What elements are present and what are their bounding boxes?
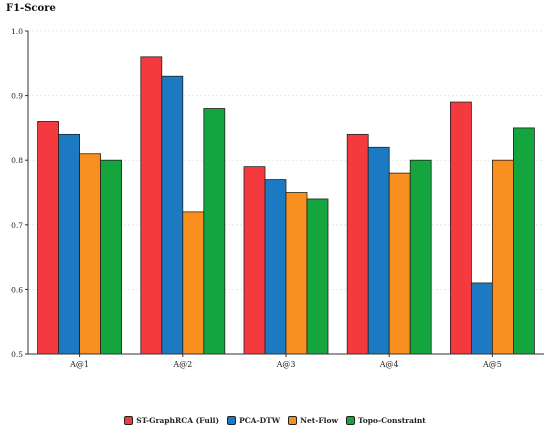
x-tick-label: A@3	[276, 360, 296, 369]
bar	[306, 198, 329, 355]
bar	[100, 159, 122, 355]
legend: ST-GraphRCA (Full) PCA-DTW Net-Flow Topo…	[0, 416, 550, 425]
legend-swatch	[124, 416, 134, 425]
bar	[264, 179, 287, 355]
legend-item[interactable]: Net-Flow	[288, 416, 338, 425]
y-tick-label: 0.9	[11, 92, 23, 101]
bar	[513, 127, 535, 355]
axes	[25, 30, 544, 357]
bar	[203, 108, 226, 355]
bar	[367, 146, 390, 355]
x-tick-label: A@4	[379, 360, 399, 369]
bar	[285, 192, 308, 355]
x-tick-label: A@5	[482, 360, 502, 369]
legend-label: PCA-DTW	[239, 416, 281, 425]
bar	[182, 211, 205, 355]
y-tick-label: 0.7	[11, 221, 23, 230]
bar	[140, 56, 163, 355]
legend-item[interactable]: ST-GraphRCA (Full)	[124, 416, 219, 425]
bar	[470, 282, 493, 355]
x-tick-label: A@1	[69, 360, 89, 369]
y-tick-label: 0.6	[11, 285, 23, 294]
y-tick-label: 0.8	[11, 156, 23, 165]
bar	[58, 133, 80, 355]
y-axis-title: F1-Score	[6, 3, 56, 14]
bars	[37, 56, 535, 355]
y-tick-label: 0.5	[11, 350, 23, 359]
legend-label: Net-Flow	[300, 416, 338, 425]
legend-label: Topo-Constraint	[357, 416, 426, 425]
legend-item[interactable]: PCA-DTW	[227, 416, 280, 425]
legend-swatch	[227, 416, 237, 425]
bar	[449, 101, 472, 355]
tick-labels: 0.5 0.6 0.7 0.8 0.9 1.0 A@1 A@2 A@3 A@4 A@5	[11, 27, 502, 369]
bar	[37, 121, 59, 355]
y-tick-label: 1.0	[11, 27, 23, 36]
bar	[491, 159, 514, 355]
legend-label: ST-GraphRCA (Full)	[136, 416, 220, 425]
bar	[388, 172, 411, 355]
legend-swatch	[345, 416, 355, 425]
bar	[346, 133, 369, 355]
legend-item[interactable]: Topo-Constraint	[345, 416, 426, 425]
legend-swatch	[288, 416, 298, 425]
bar	[243, 166, 266, 355]
bar	[409, 159, 432, 355]
bar	[79, 153, 101, 355]
x-tick-label: A@2	[172, 360, 192, 369]
bar	[161, 75, 184, 355]
